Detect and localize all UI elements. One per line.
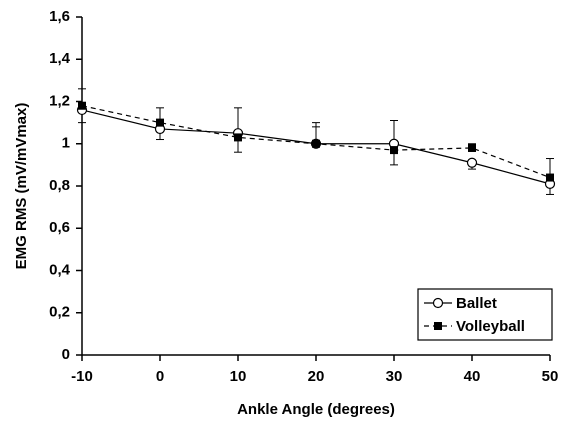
legend-box — [417, 288, 553, 341]
x-tick-label: 50 — [542, 368, 559, 385]
y-tick-label: 0,6 — [49, 219, 70, 236]
marker — [156, 118, 164, 127]
y-tick-label: 0 — [62, 346, 70, 363]
legend-label: Ballet — [456, 295, 497, 312]
marker — [546, 173, 554, 182]
y-tick-label: 1,2 — [49, 92, 70, 109]
legend-label: Volleyball — [456, 318, 525, 335]
x-tick-label: 30 — [386, 368, 403, 385]
marker — [312, 139, 320, 148]
x-tick-label: 10 — [230, 368, 247, 385]
x-tick-label: 40 — [464, 368, 481, 385]
y-tick-label: 1,6 — [49, 8, 70, 25]
y-tick-label: 1,4 — [49, 50, 71, 67]
x-axis-title: Ankle Angle (degrees) — [237, 401, 395, 418]
y-tick-label: 0,2 — [49, 304, 70, 321]
x-tick-label: 20 — [308, 368, 325, 385]
marker — [390, 146, 398, 155]
marker — [234, 133, 242, 142]
legend: Ballet Volleyball — [417, 288, 553, 341]
legend-marker — [434, 322, 442, 330]
marker — [466, 157, 478, 168]
marker — [78, 101, 86, 110]
marker — [468, 143, 476, 152]
y-tick-label: 0,8 — [49, 177, 70, 194]
x-tick-label: 0 — [156, 368, 164, 385]
y-axis-title: EMG RMS (mV/mVmax) — [13, 103, 30, 270]
x-tick-label: -10 — [71, 368, 93, 385]
y-tick-label: 0,4 — [49, 261, 71, 278]
legend-marker — [432, 297, 444, 309]
y-tick-label: 1 — [62, 135, 70, 152]
